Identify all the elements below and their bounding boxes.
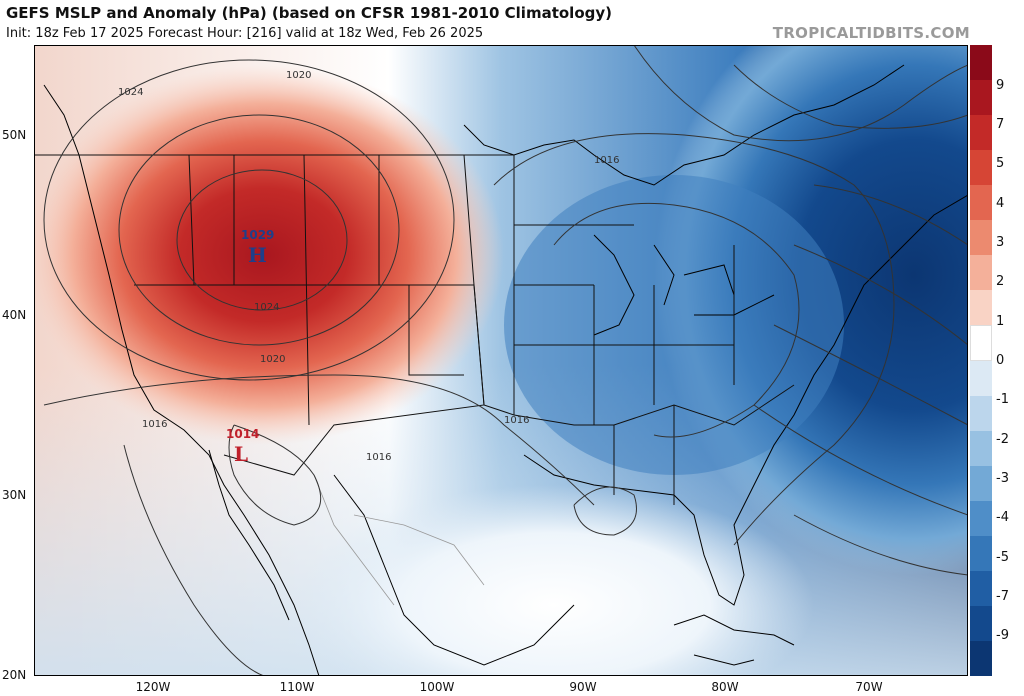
lat-label-40n: 40N bbox=[2, 308, 27, 322]
colorbar-segment bbox=[970, 605, 992, 642]
colorbar-segment bbox=[970, 80, 992, 116]
coastlines bbox=[43, 64, 968, 676]
lon-label-100w: 100W bbox=[419, 680, 455, 694]
colorbar-label: -4 bbox=[996, 510, 1009, 525]
positive-anomaly-area bbox=[34, 65, 504, 445]
isobar-label: 1016 bbox=[594, 155, 619, 166]
isobar-label: 1016 bbox=[504, 415, 529, 426]
colorbar-label: 4 bbox=[996, 196, 1005, 211]
lon-label-120w: 120W bbox=[135, 680, 171, 694]
lat-label-50n: 50N bbox=[2, 128, 27, 142]
isobar-label: 1016 bbox=[142, 419, 167, 430]
lat-label-20n: 20N bbox=[2, 668, 27, 682]
lon-label-90w: 90W bbox=[569, 680, 597, 694]
isobar-label: 1020 bbox=[286, 70, 311, 81]
colorbar-segment bbox=[970, 360, 992, 397]
colorbar-label: -1 bbox=[996, 392, 1009, 407]
colorbar-segment bbox=[970, 150, 992, 186]
colorbar-segment bbox=[970, 185, 992, 221]
lat-label-30n: 30N bbox=[2, 488, 27, 502]
low-pressure-marker: L bbox=[234, 442, 248, 466]
colorbar-segment bbox=[970, 430, 992, 467]
isobar-label: 1020 bbox=[260, 354, 285, 365]
high-pressure-marker: H bbox=[248, 243, 267, 267]
colorbar-segment bbox=[970, 570, 992, 607]
colorbar-label: -9 bbox=[996, 628, 1009, 643]
colorbar-segment bbox=[970, 255, 992, 291]
colorbar-label: -3 bbox=[996, 471, 1009, 486]
colorbar-segment bbox=[970, 640, 992, 677]
low-pressure-value: 1014 bbox=[226, 427, 259, 441]
colorbar-segment bbox=[970, 290, 992, 326]
colorbar-segment bbox=[970, 395, 992, 432]
mexico-borders bbox=[313, 474, 485, 606]
colorbar-segment bbox=[970, 45, 992, 81]
lon-label-80w: 80W bbox=[711, 680, 739, 694]
colorbar-segment bbox=[970, 220, 992, 256]
colorbar-segment bbox=[970, 115, 992, 151]
lon-label-110w: 110W bbox=[279, 680, 315, 694]
colorbar-segment bbox=[970, 535, 992, 572]
colorbar-label: -7 bbox=[996, 589, 1009, 604]
colorbar-segment bbox=[970, 465, 992, 502]
isobar-label: 1024 bbox=[254, 302, 279, 313]
colorbar-label: -2 bbox=[996, 432, 1009, 447]
chart-subtitle: Init: 18z Feb 17 2025 Forecast Hour: [21… bbox=[6, 26, 484, 41]
colorbar-label: -5 bbox=[996, 550, 1009, 565]
isobar-label: 1024 bbox=[118, 87, 143, 98]
high-pressure-value: 1029 bbox=[241, 228, 274, 242]
chart-title: GEFS MSLP and Anomaly (hPa) (based on CF… bbox=[6, 4, 612, 22]
colorbar-label: 3 bbox=[996, 235, 1005, 250]
lon-label-70w: 70W bbox=[855, 680, 883, 694]
colorbar-segment bbox=[970, 325, 992, 361]
brand-watermark: TROPICALTIDBITS.COM bbox=[772, 24, 970, 42]
colorbar-label: 2 bbox=[996, 274, 1005, 289]
colorbar-label: 0 bbox=[996, 353, 1005, 368]
map-canvas: 1020 1024 1024 1020 1016 1016 1016 1016 … bbox=[34, 45, 968, 676]
colorbar bbox=[970, 45, 992, 677]
colorbar-segment bbox=[970, 500, 992, 537]
anomaly-map: 1020 1024 1024 1020 1016 1016 1016 1016 … bbox=[34, 45, 968, 676]
colorbar-label: 9 bbox=[996, 78, 1005, 93]
colorbar-label: 1 bbox=[996, 314, 1005, 329]
colorbar-label: 5 bbox=[996, 156, 1005, 171]
colorbar-label: 7 bbox=[996, 117, 1005, 132]
map-frame bbox=[34, 45, 968, 676]
isobars bbox=[43, 45, 968, 676]
isobar-label: 1016 bbox=[366, 452, 391, 463]
